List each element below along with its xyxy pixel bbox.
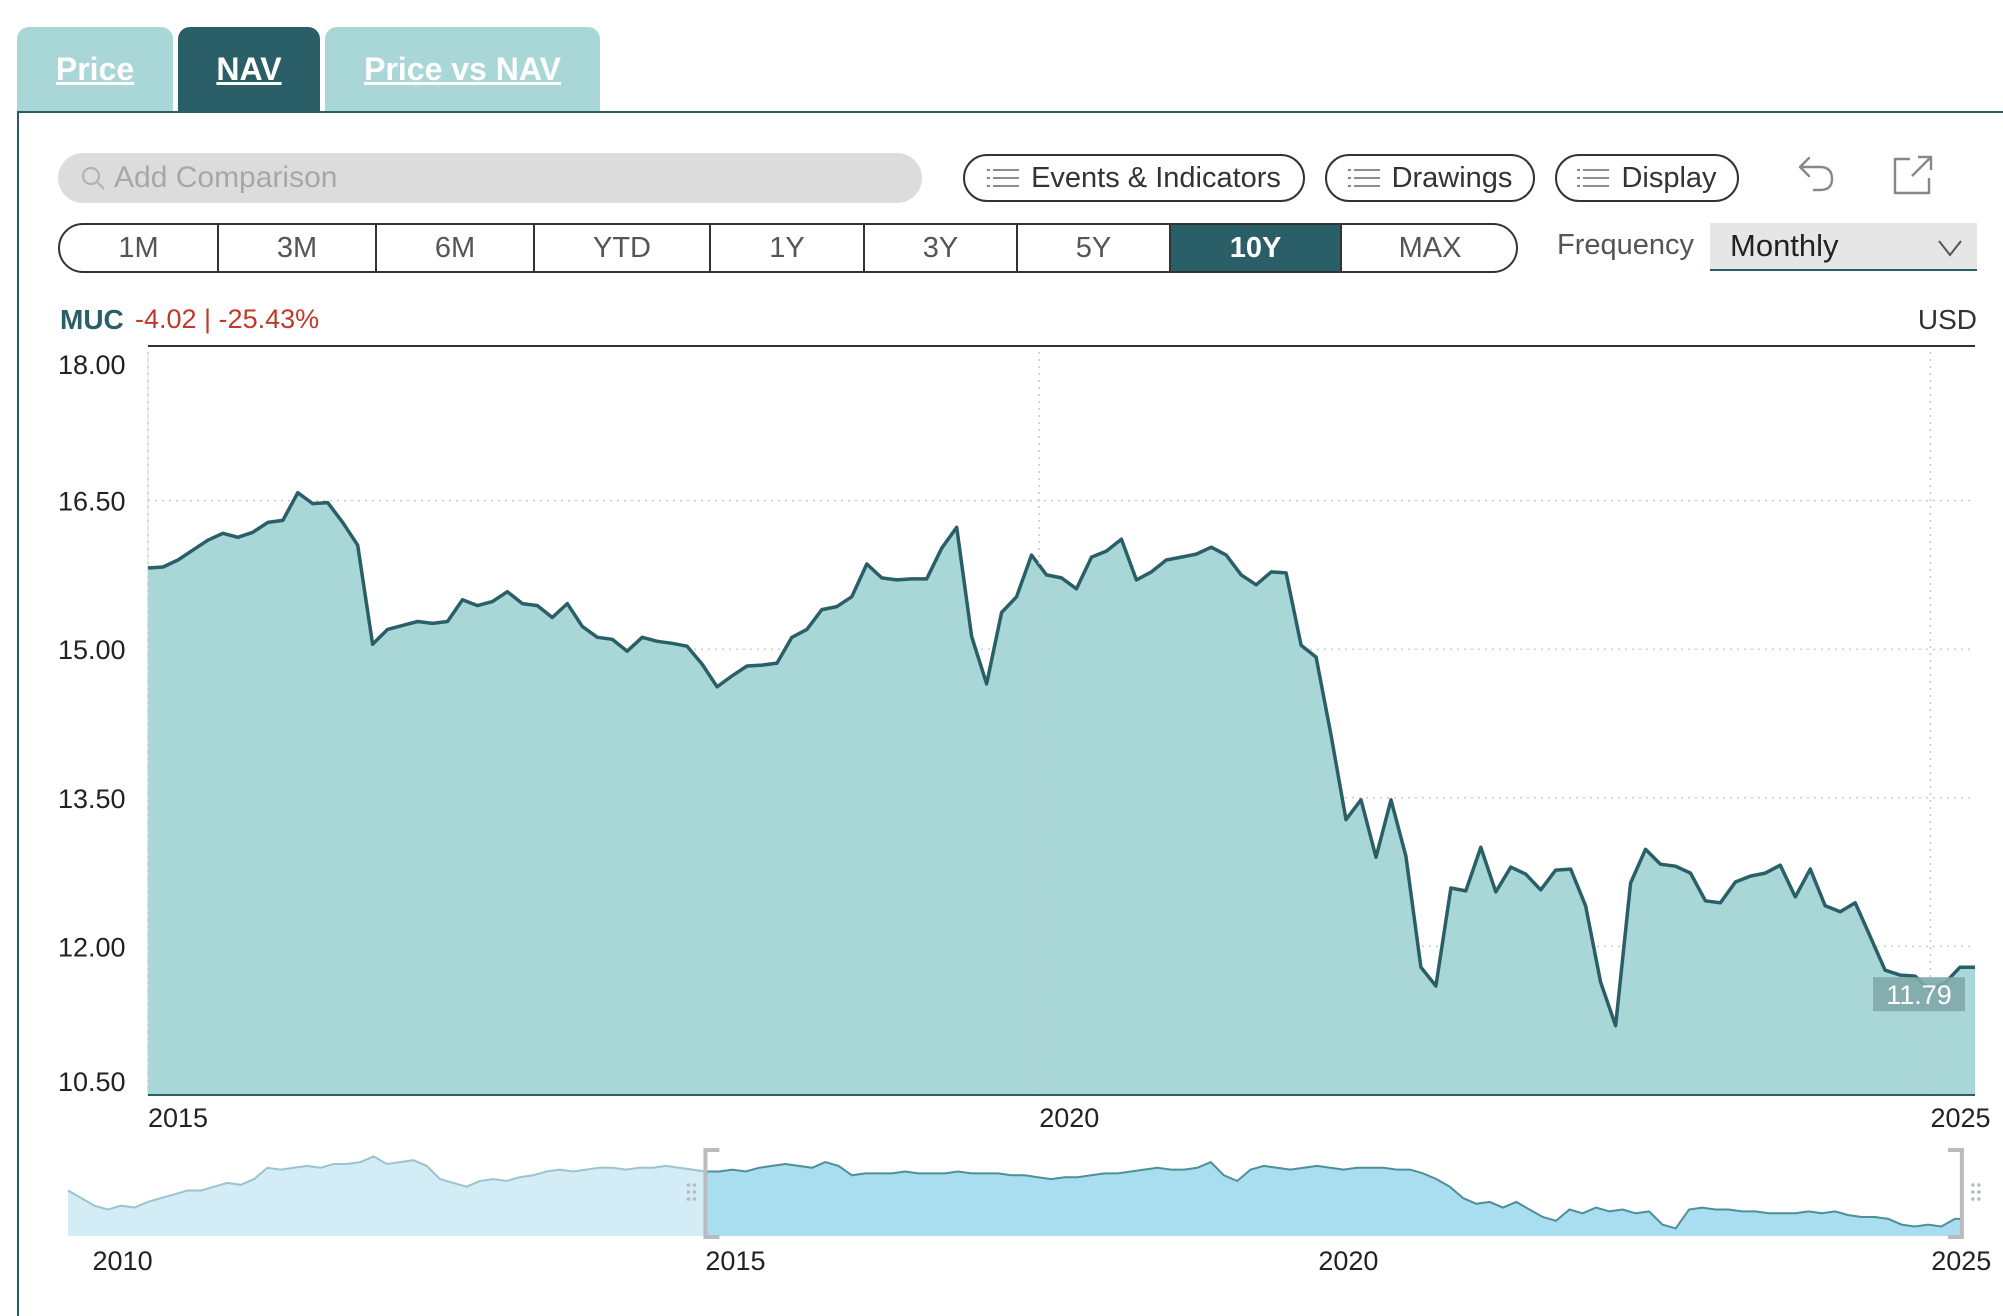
navigator-area-out	[68, 1156, 706, 1236]
handle-grip-dot	[686, 1190, 691, 1194]
range-3m[interactable]: 3M	[219, 225, 377, 271]
display-label: Display	[1621, 161, 1717, 194]
tab-price-vs-nav[interactable]: Price vs NAV	[325, 27, 600, 111]
x-tick-label: 2020	[1039, 1103, 1099, 1133]
last-value-label: 11.79	[1886, 980, 1952, 1010]
menu-lines-icon	[1347, 169, 1380, 187]
range-ytd[interactable]: YTD	[535, 225, 711, 271]
undo-icon[interactable]	[1790, 150, 1840, 200]
chart-panel	[17, 111, 2003, 1316]
add-comparison-input[interactable]	[112, 160, 896, 196]
frequency-select[interactable]: Monthly	[1710, 223, 1977, 271]
navigator-x-tick-label: 2020	[1318, 1246, 1378, 1276]
range-selector: 1M 3M 6M YTD 1Y 3Y 5Y 10Y MAX	[58, 223, 1518, 273]
price-change: -4.02 | -25.43%	[135, 304, 320, 334]
handle-grip-dot	[686, 1197, 691, 1201]
handle-grip-dot	[1971, 1190, 1975, 1194]
handle-grip-dot	[1977, 1183, 1981, 1187]
x-tick-label: 2015	[148, 1103, 208, 1133]
navigator-x-tick-label: 2015	[705, 1246, 765, 1276]
y-tick-label: 15.00	[58, 635, 126, 665]
menu-lines-icon	[987, 169, 1020, 187]
nav-area	[148, 492, 1975, 1095]
search-icon	[82, 167, 105, 190]
add-comparison-search	[58, 153, 922, 203]
currency-label: USD	[1917, 304, 1977, 335]
range-1m[interactable]: 1M	[60, 225, 219, 271]
navigator-x-tick-label: 2025	[1931, 1246, 1991, 1276]
y-tick-label: 18.00	[58, 350, 126, 380]
chevron-down-icon	[1938, 240, 1962, 257]
navigator-line-out	[68, 1155, 706, 1211]
events-indicators-label: Events & Indicators	[1031, 161, 1281, 194]
external-link-icon[interactable]	[1888, 150, 1938, 200]
range-6m[interactable]: 6M	[377, 225, 535, 271]
handle-grip-dot	[692, 1197, 697, 1201]
tab-price[interactable]: Price	[17, 27, 173, 111]
frequency-value: Monthly	[1730, 228, 1839, 263]
handle-grip-dot	[686, 1183, 691, 1187]
frequency-label: Frequency	[1557, 229, 1695, 261]
navigator-left-handle[interactable]	[686, 1148, 720, 1239]
handle-bracket	[703, 1148, 720, 1239]
handle-grip-dot	[1971, 1183, 1975, 1187]
handle-grip-dot	[692, 1183, 697, 1187]
menu-lines-icon	[1577, 169, 1610, 187]
ticker-symbol: MUC	[60, 304, 124, 335]
range-3y[interactable]: 3Y	[865, 225, 1018, 271]
range-max[interactable]: MAX	[1398, 231, 1462, 264]
drawings-label: Drawings	[1391, 161, 1513, 194]
y-tick-label: 13.50	[58, 784, 126, 814]
nav-series-line	[147, 490, 1975, 1028]
y-tick-label: 12.00	[58, 932, 126, 962]
range-10y[interactable]: 10Y	[1171, 225, 1342, 271]
navigator-x-tick-label: 2010	[93, 1246, 153, 1276]
tab-nav[interactable]: NAV	[178, 27, 320, 111]
navigator-line-selected	[705, 1160, 1962, 1230]
handle-grip-dot	[692, 1190, 697, 1194]
range-1y[interactable]: 1Y	[711, 225, 865, 271]
handle-grip-dot	[1971, 1197, 1975, 1201]
handle-bracket	[1947, 1148, 1964, 1239]
handle-grip-dot	[1977, 1197, 1981, 1201]
range-5y[interactable]: 5Y	[1018, 225, 1171, 271]
display-button[interactable]: Display	[1555, 154, 1739, 202]
x-tick-label: 2025	[1930, 1103, 1990, 1133]
handle-grip-dot	[1977, 1190, 1981, 1194]
events-indicators-button[interactable]: Events & Indicators	[963, 154, 1305, 202]
y-tick-label: 16.50	[58, 487, 126, 517]
navigator-area-selected	[705, 1162, 1962, 1236]
last-value-badge	[1873, 977, 1965, 1012]
drawings-button[interactable]: Drawings	[1325, 154, 1535, 202]
y-tick-label: 10.50	[58, 1067, 126, 1097]
navigator-right-handle[interactable]	[1947, 1148, 1981, 1239]
